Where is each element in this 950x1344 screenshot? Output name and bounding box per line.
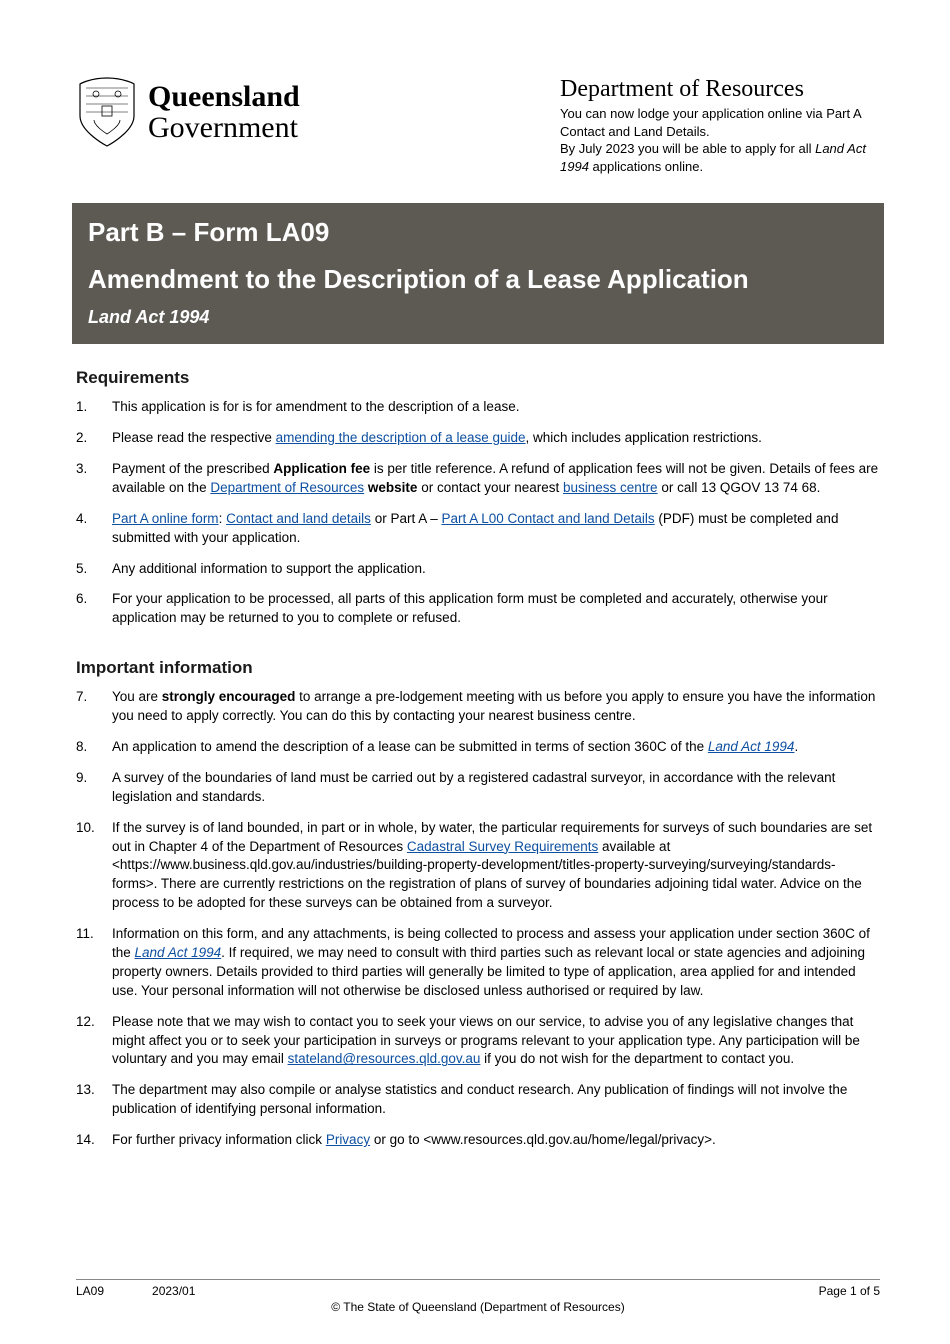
info-item-11: Information on this form, and any attach… bbox=[76, 925, 880, 1013]
business-centre-link[interactable]: business centre bbox=[563, 480, 658, 495]
info-item-14: For further privacy information click Pr… bbox=[76, 1131, 880, 1162]
stateland-email-link[interactable]: stateland@resources.qld.gov.au bbox=[288, 1051, 481, 1066]
info-item-10: If the survey is of land bounded, in par… bbox=[76, 819, 880, 925]
footer-form-code: LA09 bbox=[76, 1284, 104, 1298]
department-block: Department of Resources You can now lodg… bbox=[560, 76, 880, 175]
requirements-list: This application is for is for amendment… bbox=[76, 398, 880, 640]
logo-line2: Government bbox=[148, 112, 300, 144]
logo-text: Queensland Government bbox=[148, 81, 300, 144]
page: Queensland Government Department of Reso… bbox=[0, 0, 950, 1344]
contact-land-details-link[interactable]: Contact and land details bbox=[226, 511, 371, 526]
info-item-9: A survey of the boundaries of land must … bbox=[76, 769, 880, 819]
logo-line1: Queensland bbox=[148, 81, 300, 113]
document-header: Queensland Government Department of Reso… bbox=[76, 76, 880, 175]
requirements-heading: Requirements bbox=[76, 368, 880, 388]
req-4-mid: or Part A – bbox=[371, 511, 442, 526]
req-2-pre: Please read the respective bbox=[112, 430, 276, 445]
req-item-3: Payment of the prescribed Application fe… bbox=[76, 460, 880, 510]
footer-page-number: Page 1 of 5 bbox=[819, 1284, 880, 1298]
info-13-text: The department may also compile or analy… bbox=[112, 1082, 847, 1116]
req-6-text: For your application to be processed, al… bbox=[112, 591, 828, 625]
info-8-post: . bbox=[794, 739, 798, 754]
info-14-pre: For further privacy information click bbox=[112, 1132, 326, 1147]
info-item-13: The department may also compile or analy… bbox=[76, 1081, 880, 1131]
req-5-text: Any additional information to support th… bbox=[112, 561, 426, 576]
req-item-1: This application is for is for amendment… bbox=[76, 398, 880, 429]
info-item-12: Please note that we may wish to contact … bbox=[76, 1013, 880, 1082]
req-1-text: This application is for is for amendment… bbox=[112, 399, 519, 414]
title-banner: Part B – Form LA09 Amendment to the Desc… bbox=[72, 203, 884, 344]
department-title: Department of Resources bbox=[560, 76, 880, 103]
footer-left: LA09 2023/01 bbox=[76, 1284, 195, 1298]
dept-sub-line2-post: applications online. bbox=[589, 159, 703, 174]
dept-sub-line2-pre: By July 2023 you will be able to apply f… bbox=[560, 141, 815, 156]
info-8-pre: An application to amend the description … bbox=[112, 739, 708, 754]
req-3-fee-bold: Application fee bbox=[273, 461, 370, 476]
coat-of-arms-icon bbox=[76, 76, 138, 148]
footer-version: 2023/01 bbox=[152, 1284, 195, 1298]
privacy-link[interactable]: Privacy bbox=[326, 1132, 370, 1147]
req-item-5: Any additional information to support th… bbox=[76, 560, 880, 591]
dept-sub-line1: You can now lodge your application onlin… bbox=[560, 106, 861, 139]
banner-form-title: Amendment to the Description of a Lease … bbox=[88, 264, 868, 295]
part-a-online-form-link[interactable]: Part A online form bbox=[112, 511, 219, 526]
important-info-heading: Important information bbox=[76, 658, 880, 678]
info-item-8: An application to amend the description … bbox=[76, 738, 880, 769]
req-3-pre: Payment of the prescribed bbox=[112, 461, 273, 476]
banner-form-code: Part B – Form LA09 bbox=[88, 217, 868, 248]
part-a-l00-link[interactable]: Part A L00 Contact and land Details bbox=[441, 511, 654, 526]
dept-resources-link[interactable]: Department of Resources bbox=[210, 480, 364, 495]
info-12-post: if you do not wish for the department to… bbox=[480, 1051, 794, 1066]
req-item-6: For your application to be processed, al… bbox=[76, 590, 880, 640]
footer-copyright: © The State of Queensland (Department of… bbox=[331, 1300, 624, 1314]
land-act-1994-link[interactable]: Land Act 1994 bbox=[708, 739, 795, 754]
qld-gov-logo: Queensland Government bbox=[76, 76, 300, 148]
req-4-sep: : bbox=[219, 511, 227, 526]
footer-row: LA09 2023/01 Page 1 of 5 bbox=[76, 1284, 880, 1298]
info-14-post: or go to <www.resources.qld.gov.au/home/… bbox=[370, 1132, 716, 1147]
info-item-7: You are strongly encouraged to arrange a… bbox=[76, 688, 880, 738]
req-3-mid2: or contact your nearest bbox=[417, 480, 563, 495]
important-info-list: You are strongly encouraged to arrange a… bbox=[76, 688, 880, 1162]
req-item-2: Please read the respective amending the … bbox=[76, 429, 880, 460]
land-act-1994-link-2[interactable]: Land Act 1994 bbox=[135, 945, 222, 960]
req-2-post: , which includes application restriction… bbox=[526, 430, 762, 445]
page-footer: LA09 2023/01 Page 1 of 5 © The State of … bbox=[76, 1279, 880, 1314]
req-3-post: or call 13 QGOV 13 74 68. bbox=[658, 480, 821, 495]
banner-act: Land Act 1994 bbox=[88, 307, 868, 328]
info-9-text: A survey of the boundaries of land must … bbox=[112, 770, 835, 804]
info-7-pre: You are bbox=[112, 689, 162, 704]
department-subtext: You can now lodge your application onlin… bbox=[560, 105, 880, 175]
info-11-post: . If required, we may need to consult wi… bbox=[112, 945, 865, 998]
amending-guide-link[interactable]: amending the description of a lease guid… bbox=[276, 430, 526, 445]
info-7-bold: strongly encouraged bbox=[162, 689, 296, 704]
req-3-website-bold: website bbox=[364, 480, 417, 495]
req-item-4: Part A online form: Contact and land det… bbox=[76, 510, 880, 560]
cadastral-survey-link[interactable]: Cadastral Survey Requirements bbox=[407, 839, 598, 854]
